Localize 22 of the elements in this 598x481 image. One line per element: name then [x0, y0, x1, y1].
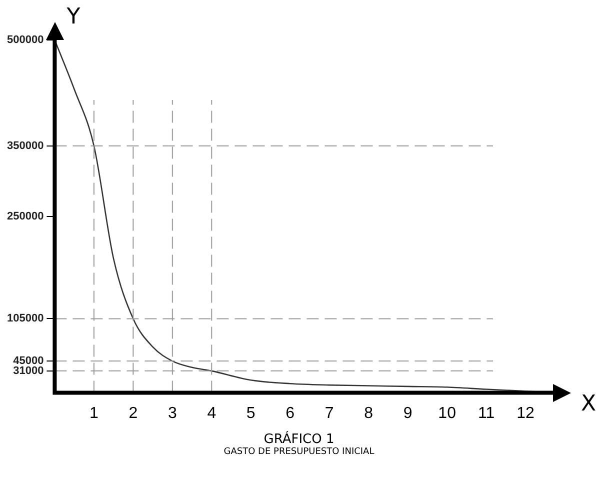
- x-tick-label: 2: [128, 404, 138, 422]
- x-tick-label: 1: [89, 404, 98, 422]
- y-tick-label: 31000: [13, 364, 44, 377]
- x-tick-label: 8: [364, 404, 374, 422]
- y-tick-label: 250000: [6, 210, 44, 222]
- text: GASTO DE PRESUPUESTO INICIAL: [222, 447, 376, 457]
- x-tick-label: 5: [246, 404, 256, 422]
- y-axis-title: Y: [66, 4, 81, 30]
- x-tick-label: 6: [286, 404, 295, 422]
- text: GRÁFICO 1: [262, 432, 336, 447]
- y-tick-label: 105000: [6, 312, 44, 325]
- x-tick-label: 3: [168, 404, 177, 422]
- x-tick-label: 4: [207, 404, 216, 422]
- y-tick-label: 350000: [6, 140, 44, 152]
- x-tick-label: 11: [478, 404, 495, 422]
- x-tick-label: 9: [403, 404, 412, 422]
- x-tick-label: 10: [438, 404, 456, 422]
- y-tick-label: 45000: [13, 355, 44, 368]
- y-tick-label: 500000: [6, 34, 44, 46]
- x-tick-label: 12: [516, 404, 535, 422]
- x-tick-label: 7: [324, 404, 334, 422]
- x-axis-title: X: [581, 392, 596, 417]
